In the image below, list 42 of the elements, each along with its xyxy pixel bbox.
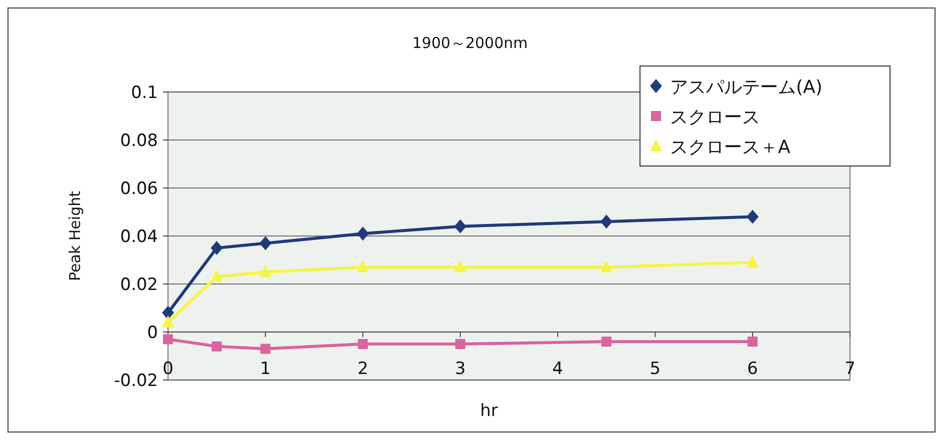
point [454, 219, 466, 234]
point [746, 210, 759, 224]
y-tick-label: 0.1 [130, 83, 158, 103]
y-tick-label: 0.02 [120, 275, 158, 295]
x-tick-label: 1 [260, 359, 271, 379]
y-tick-label: 0.08 [120, 131, 158, 151]
y-axis-title: Peak Height [66, 190, 84, 281]
x-tick-label: 6 [747, 359, 758, 379]
point [358, 339, 368, 349]
legend-label: スクロース [670, 107, 760, 128]
point [259, 265, 272, 277]
point [210, 241, 223, 255]
point [162, 315, 174, 328]
point [210, 270, 223, 282]
x-axis-title: hr [480, 401, 498, 421]
point [748, 336, 758, 347]
point [600, 260, 612, 272]
y-tick-label: -0.02 [114, 371, 158, 391]
point [600, 214, 612, 229]
point [454, 260, 466, 272]
legend-label: スクロース＋A [670, 137, 791, 158]
point [356, 260, 369, 272]
point [259, 236, 272, 250]
x-tick-label: 5 [650, 359, 661, 379]
y-tick-label: 0.04 [120, 227, 158, 247]
point [356, 226, 369, 241]
point [163, 334, 173, 344]
x-tick-label: 7 [844, 359, 856, 379]
y-tick-label: 0 [147, 323, 158, 343]
chart-title: 1900～2000nm [412, 34, 528, 52]
x-tick-label: 4 [552, 359, 564, 379]
legend-label: アスパルテーム(A) [670, 77, 822, 98]
point [162, 306, 174, 320]
x-tick-label: 3 [454, 359, 466, 379]
x-tick-label: 2 [357, 359, 368, 379]
point [260, 344, 270, 354]
x-tick-label: 0 [162, 359, 174, 379]
point [746, 255, 759, 268]
point [601, 336, 612, 347]
y-tick-label: 0.06 [120, 179, 158, 199]
point [212, 341, 222, 352]
point [455, 339, 466, 349]
